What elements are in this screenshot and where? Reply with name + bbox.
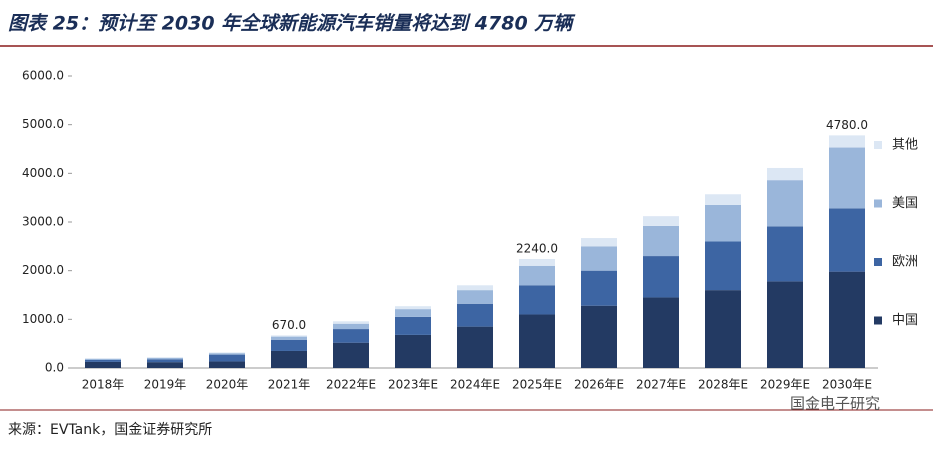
y-tick-label: 5000.0 <box>22 117 64 131</box>
x-tick-label: 2018年 <box>82 378 125 392</box>
x-tick-label: 2027年E <box>636 378 686 392</box>
bar-segment <box>519 314 555 368</box>
bar-segment <box>581 271 617 306</box>
chart-title: 图表 25：预计至 2030 年全球新能源汽车销量将达到 4780 万辆 <box>8 13 576 35</box>
total-label: 670.0 <box>272 318 306 332</box>
y-tick-label: 2000.0 <box>22 263 64 277</box>
x-tick-label: 2021年 <box>268 378 311 392</box>
bar-segment <box>271 340 307 351</box>
bar-segment <box>395 309 431 317</box>
bar-segment <box>395 335 431 368</box>
bar-segment <box>209 353 245 354</box>
legend-label: 中国 <box>892 313 918 328</box>
bar-segment <box>519 285 555 314</box>
bar-segment <box>85 362 121 368</box>
y-tick-label: 4000.0 <box>22 166 64 180</box>
y-tick-label: 6000.0 <box>22 69 64 83</box>
x-tick-label: 2030年E <box>822 378 872 392</box>
bar-segment <box>85 359 121 360</box>
bar-segment <box>457 304 493 327</box>
bar-segment <box>457 285 493 290</box>
bar-segment <box>643 216 679 226</box>
bar-segment <box>395 317 431 335</box>
bar-segment <box>333 329 369 343</box>
legend-label: 欧洲 <box>892 255 918 270</box>
bar-segment <box>829 148 865 209</box>
bar-segment <box>705 205 741 242</box>
bar-segment <box>829 272 865 368</box>
y-tick-label: 3000.0 <box>22 215 64 229</box>
bar-segment <box>829 135 865 147</box>
bar-segment <box>333 321 369 323</box>
legend-swatch <box>874 317 882 325</box>
bar-segment <box>333 343 369 368</box>
legend-swatch <box>874 200 882 208</box>
bar-segment <box>767 180 803 226</box>
x-tick-label: 2029年E <box>760 378 810 392</box>
bar-segment <box>147 358 183 359</box>
bar-segment <box>581 246 617 270</box>
bar-segment <box>643 297 679 368</box>
bar-segment <box>271 337 307 340</box>
bar-segment <box>519 266 555 285</box>
x-tick-label: 2024年E <box>450 378 500 392</box>
bar-segment <box>705 194 741 205</box>
bar-segment <box>643 256 679 297</box>
x-tick-label: 2019年 <box>144 378 187 392</box>
bar-segment <box>581 238 617 246</box>
bar-segment <box>829 208 865 271</box>
bar-segment <box>581 306 617 368</box>
y-tick-label: 1000.0 <box>22 312 64 326</box>
bar-segment <box>643 226 679 256</box>
bar-segment <box>457 290 493 304</box>
bar-segment <box>209 355 245 362</box>
bar-segment <box>457 327 493 368</box>
x-tick-label: 2022年E <box>326 378 376 392</box>
bar-segment <box>705 290 741 368</box>
x-tick-label: 2023年E <box>388 378 438 392</box>
total-label: 2240.0 <box>516 241 558 255</box>
legend-label: 美国 <box>892 196 918 211</box>
total-label: 4780.0 <box>826 118 868 132</box>
bar-segment <box>209 361 245 368</box>
bar-segment <box>395 306 431 309</box>
bar-segment <box>705 241 741 290</box>
bar-segment <box>271 335 307 336</box>
y-tick-label: 0.0 <box>45 361 64 375</box>
legend-label: 其他 <box>892 138 918 153</box>
x-tick-label: 2020年 <box>206 378 249 392</box>
legend-swatch <box>874 141 882 149</box>
bar-segment <box>271 351 307 368</box>
bar-segment <box>519 259 555 266</box>
bar-segment <box>147 359 183 362</box>
x-tick-label: 2026年E <box>574 378 624 392</box>
bar-segment <box>147 362 183 368</box>
bar-segment <box>767 168 803 180</box>
bar-segment <box>85 360 121 362</box>
legend-swatch <box>874 258 882 266</box>
source: 来源：EVTank，国金证券研究所 <box>8 422 212 438</box>
bar-segment <box>767 281 803 368</box>
x-tick-label: 2025年E <box>512 378 562 392</box>
x-tick-label: 2028年E <box>698 378 748 392</box>
bar-segment <box>209 352 245 353</box>
watermark: 国金电子研究 <box>790 395 880 413</box>
bar-segment <box>767 226 803 281</box>
bar-segment <box>333 324 369 329</box>
